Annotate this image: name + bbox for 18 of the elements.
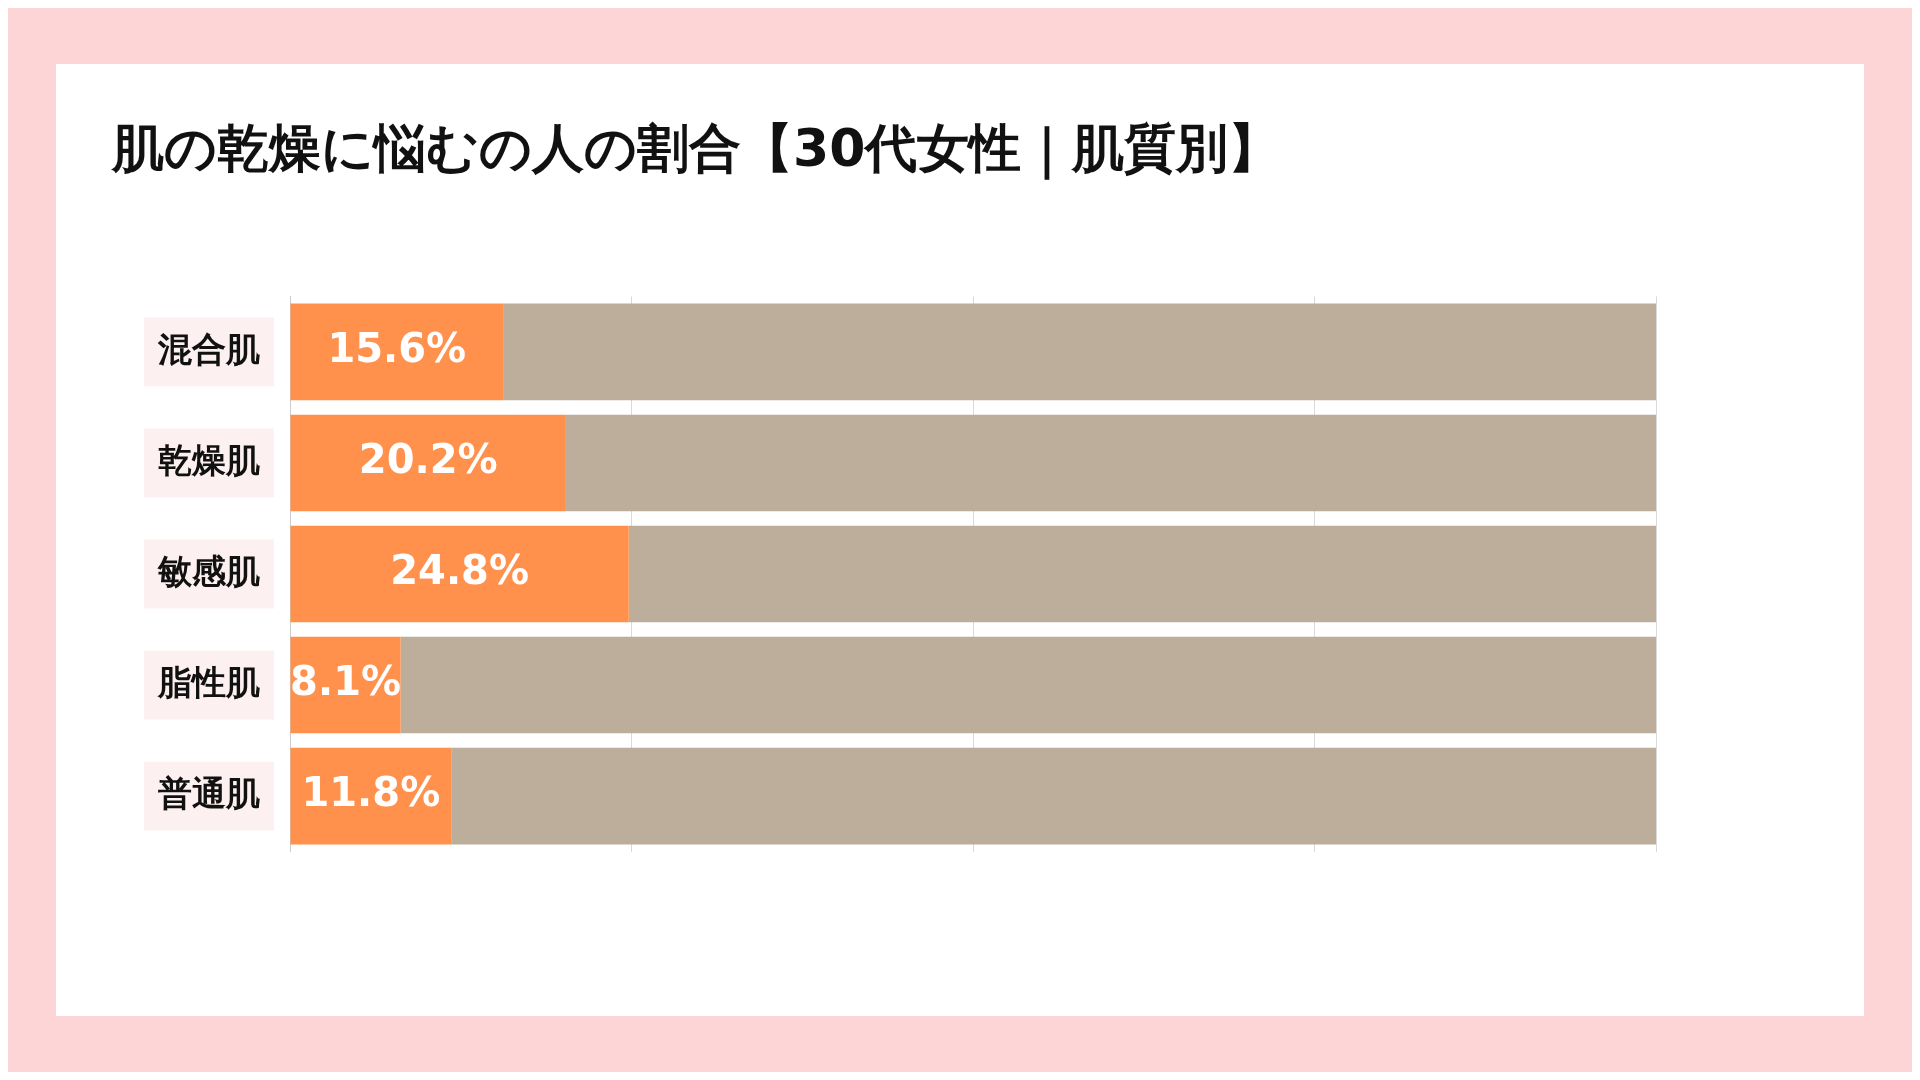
bar — [628, 525, 1656, 623]
chart-title: 肌の乾燥に悩むの人の割合【30代女性｜肌質別】 — [112, 117, 1281, 182]
data-label: 24.8% — [390, 547, 530, 594]
bar — [290, 414, 566, 512]
y-tick-label: 混合肌 — [157, 328, 260, 369]
data-label: 15.6% — [327, 325, 467, 372]
bar — [451, 747, 1656, 845]
y-tick-label: 敏感肌 — [157, 550, 260, 591]
y-tick-label: 乾燥肌 — [158, 439, 260, 480]
data-label: 8.1% — [290, 658, 402, 705]
data-label: 11.8% — [301, 769, 441, 816]
y-tick-label: 普通肌 — [158, 772, 260, 813]
y-tick-label: 脂性肌 — [157, 661, 260, 702]
bar — [503, 303, 1656, 401]
data-label: 20.2% — [358, 436, 498, 483]
bar — [565, 414, 1656, 512]
bar — [290, 525, 629, 623]
bar — [400, 636, 1656, 734]
